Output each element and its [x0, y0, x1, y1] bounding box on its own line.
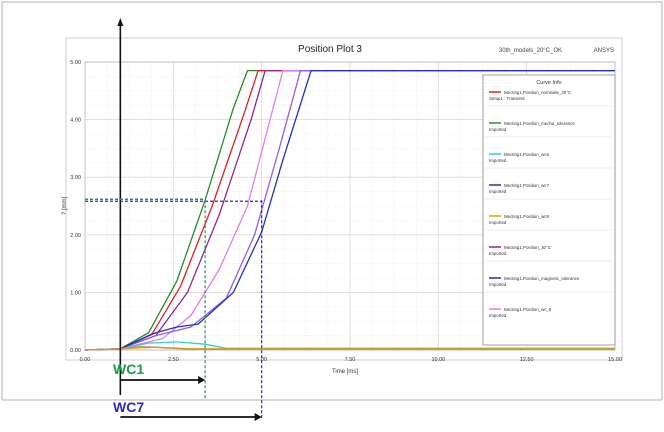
legend-entry-source: Imported [489, 282, 507, 287]
legend-entry-source: Imported [489, 127, 507, 132]
x-axis-label: Time [ms] [332, 369, 358, 375]
legend-entry-source: Setup1 : Transient [489, 96, 525, 101]
y-axis-label: ? [mm] [62, 197, 68, 216]
x-tick-label: 5.00 [256, 357, 267, 363]
legend-title: Curve Info [536, 80, 561, 86]
y-tick-label: 4.00 [70, 118, 81, 124]
y-tick-labels: 0.00 1.00 2.00 3.00 4.00 5.00 [70, 60, 81, 354]
wc1-arrow-head [198, 376, 206, 384]
legend: Curve Info Mecting1.Position_nominale_20… [482, 74, 616, 346]
legend-entry-source: Imported [489, 313, 507, 318]
legend-entry-name: Mecting1.Position_nominale_20°C [504, 90, 571, 95]
legend-entry-source: Imported [489, 251, 507, 256]
y-tick-label: 3.00 [70, 175, 81, 181]
legend-entry-name: Mecting1.Position_30°C [504, 245, 551, 250]
legend-entry-name: Mecting1.Position_wc6 [504, 152, 549, 157]
legend-entry-source: Imported [489, 220, 507, 225]
legend-entry-name: Mecting1.Position_magnetic_tolerance [504, 276, 580, 281]
legend-entry-source: Imported [489, 189, 507, 194]
x-tick-label: 2.50 [168, 357, 179, 363]
origin-arrow-head [117, 18, 124, 26]
legend-entry-name: Mecting1.Position_mecha_tolerance [504, 121, 575, 126]
x-tick-label: 0.00 [80, 357, 91, 363]
legend-entry-name: Mecting1.Position_wc_8 [504, 307, 552, 312]
wc7-label: WC7 [113, 399, 144, 415]
legend-entry-name: Mecting1.Position_wc8 [504, 214, 549, 219]
model-label: 30th_models_20°C_OK [499, 48, 562, 54]
legend-box [482, 74, 616, 346]
series-line-8 [84, 345, 615, 351]
plot-window-frame [65, 37, 623, 361]
y-tick-label: 0.00 [70, 348, 81, 354]
wc1-label: WC1 [113, 361, 144, 377]
chart-title: Position Plot 3 [298, 44, 362, 55]
x-tick-label: 7.50 [345, 357, 356, 363]
legend-entry-source: Imported [489, 158, 507, 163]
x-tick-label: 12.50 [520, 357, 534, 363]
legend-entry-name: Mecting1.Position_wc7 [504, 183, 549, 188]
y-tick-label: 5.00 [70, 60, 81, 66]
ansys-label: ANSYS [594, 48, 614, 54]
wc7-arrow-head [254, 413, 262, 421]
x-tick-label: 10.00 [431, 357, 445, 363]
x-tick-label: 15.00 [608, 357, 622, 363]
y-tick-label: 1.00 [70, 290, 81, 296]
y-tick-label: 2.00 [70, 233, 81, 239]
reference-overlays [85, 18, 263, 421]
x-tick-labels: 0.00 2.50 5.00 7.50 10.00 12.50 15.00 [80, 357, 622, 363]
series-line-5 [84, 69, 615, 351]
